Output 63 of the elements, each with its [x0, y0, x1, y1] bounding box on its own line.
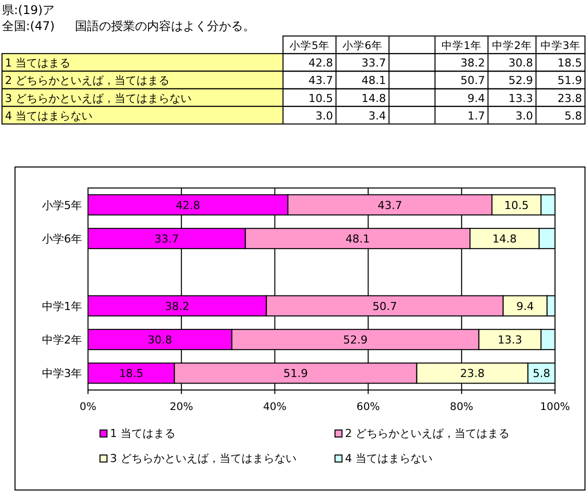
- legend-label: 4 当てはまらない: [345, 452, 432, 465]
- category-label: 小学6年: [342, 39, 382, 52]
- data-label: 42.8: [176, 198, 200, 212]
- text: 1.7: [468, 109, 485, 122]
- text: 18.5: [558, 56, 582, 70]
- text: 48.1: [362, 74, 386, 88]
- data-label: 13.3: [498, 334, 522, 346]
- text: 23.8: [558, 92, 582, 105]
- data-label: 38.2: [164, 300, 190, 313]
- text: 国語の授業の内容はよく分かる。: [75, 19, 255, 33]
- text: 43.7: [308, 74, 333, 88]
- text: 9.4: [468, 92, 485, 105]
- category-label: 3 どちらかといえば，当てはまらない: [5, 92, 192, 105]
- text: 13.3: [508, 92, 533, 105]
- x-tick-label: 20%: [170, 401, 194, 413]
- text: 3.0: [516, 109, 533, 122]
- y-tick-label: 小学5年: [42, 198, 82, 212]
- data-label: 14.8: [492, 232, 517, 246]
- x-tick-label: 80%: [450, 401, 474, 413]
- x-tick-label: 40%: [263, 401, 286, 413]
- category-label: 2 どちらかといえば，当てはまる: [5, 74, 170, 88]
- text: 30.8: [508, 56, 533, 70]
- legend-label: 2 どちらかといえば，当てはまる: [345, 427, 510, 440]
- data-label: 52.9: [343, 334, 368, 346]
- text: 3.0: [316, 109, 333, 122]
- data-label: 9.4: [516, 300, 534, 313]
- text: 51.9: [558, 74, 582, 88]
- data-label: 48.1: [345, 232, 370, 246]
- category-label: 中学1年: [442, 39, 482, 52]
- data-label: 5.8: [532, 367, 550, 380]
- text: 14.8: [362, 92, 386, 105]
- category-label: 1 当てはまる: [5, 56, 70, 70]
- y-tick-label: 中学1年: [42, 300, 82, 313]
- category-label: 4 当てはまらない: [5, 109, 92, 122]
- legend-label: 3 どちらかといえば，当てはまらない: [110, 452, 296, 465]
- text: 52.9: [508, 74, 533, 88]
- text: 33.7: [362, 56, 386, 70]
- y-tick-label: 小学6年: [42, 232, 82, 246]
- text: 全国:(47): [2, 19, 55, 33]
- data-label: 33.7: [154, 232, 179, 246]
- data-label: 10.5: [504, 198, 529, 212]
- text: 38.2: [460, 56, 485, 70]
- data-label: 18.5: [118, 367, 144, 380]
- x-tick-label: 0%: [80, 401, 96, 413]
- text: 5.8: [564, 109, 582, 122]
- legend-label: 1 当てはまる: [110, 427, 176, 440]
- data-label: 51.9: [283, 367, 308, 380]
- data-label: 50.7: [372, 300, 398, 313]
- text: 県:(19)ア: [2, 3, 55, 17]
- data-label: 30.8: [148, 334, 172, 346]
- text: 10.5: [308, 92, 333, 105]
- text: 3.4: [368, 109, 386, 122]
- text: 42.8: [308, 56, 333, 70]
- y-tick-label: 中学3年: [42, 367, 82, 380]
- x-tick-label: 60%: [356, 401, 380, 413]
- category-label: 中学2年: [492, 39, 532, 52]
- text: 50.7: [460, 74, 485, 88]
- category-label: 中学3年: [540, 39, 580, 52]
- x-tick-label: 100%: [540, 401, 570, 413]
- data-label: 23.8: [460, 367, 485, 380]
- y-tick-label: 中学2年: [42, 334, 82, 346]
- category-label: 小学5年: [290, 39, 330, 52]
- data-label: 43.7: [378, 198, 402, 212]
